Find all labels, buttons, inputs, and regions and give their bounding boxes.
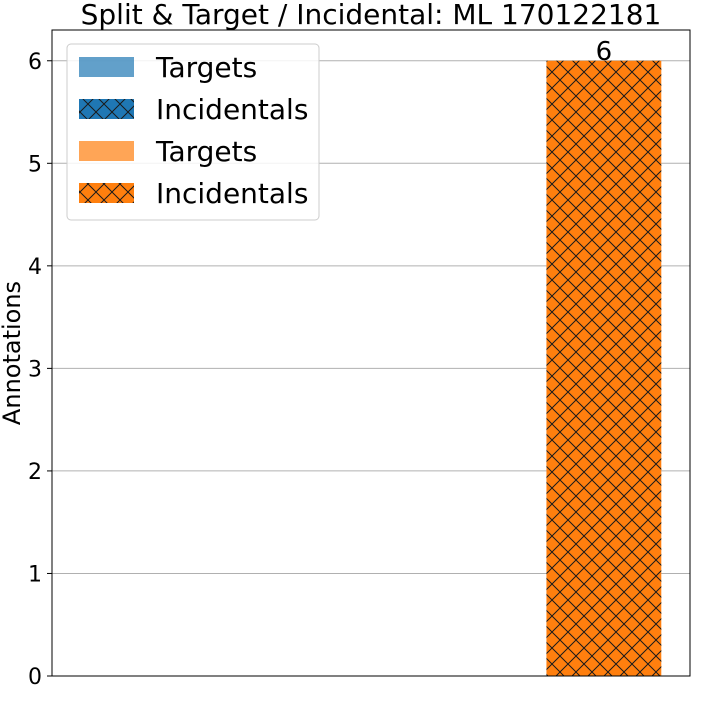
chart-title: Split & Target / Incidental: ML 17012218… <box>81 0 662 31</box>
legend-label: Targets <box>155 51 257 84</box>
y-tick-label: 6 <box>28 50 42 75</box>
bars <box>546 60 662 677</box>
legend-swatch-hatch <box>79 183 134 203</box>
y-tick-label: 4 <box>28 255 42 280</box>
legend-swatch <box>79 57 134 77</box>
legend-label: Incidentals <box>156 177 308 210</box>
legend-swatch-hatch <box>79 99 134 119</box>
y-tick-label: 2 <box>28 460 42 485</box>
legend-swatch <box>79 141 134 161</box>
y-axis-label: Annotations <box>0 281 26 425</box>
y-tick-label: 3 <box>28 357 42 382</box>
bar-value-label: 6 <box>596 37 613 67</box>
plot-area-frame <box>51 29 691 677</box>
y-tick-label: 1 <box>28 562 42 587</box>
data-labels: 6 <box>596 37 613 67</box>
legend-label: Targets <box>155 135 257 168</box>
y-tick-label: 5 <box>28 152 42 177</box>
y-tick-label: 0 <box>28 665 42 690</box>
legend-label: Incidentals <box>156 93 308 126</box>
legend: Targets Incidentals Targets Incidentals <box>66 43 320 221</box>
legend-frame <box>66 43 320 221</box>
y-axis-ticks: 0 1 2 3 4 5 6 <box>28 50 52 690</box>
bar-hatch-overlay <box>546 60 662 677</box>
